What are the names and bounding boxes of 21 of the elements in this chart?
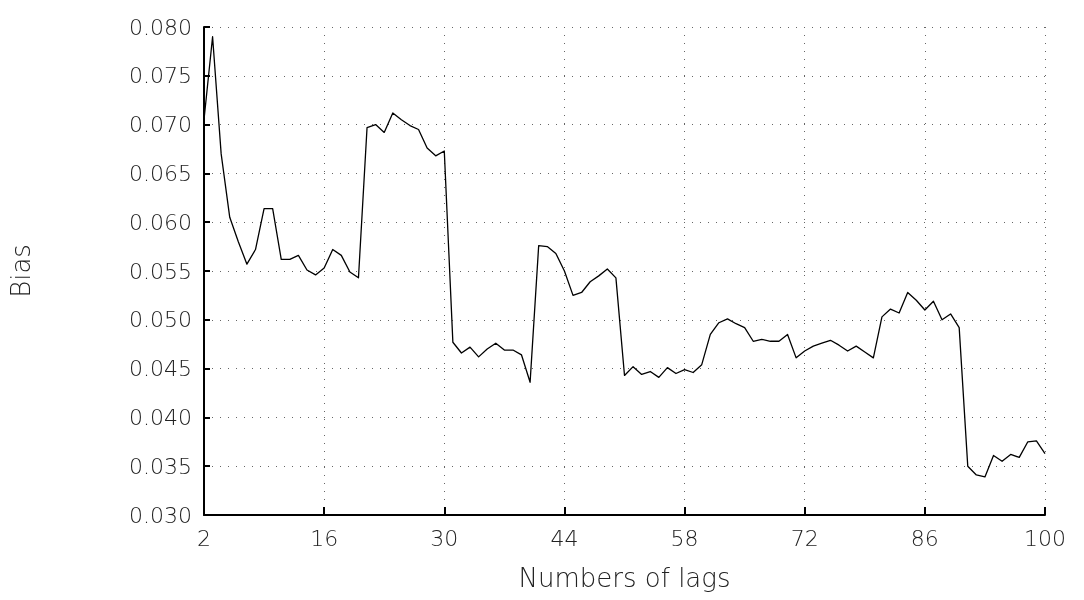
x-axis-title: Numbers of lags bbox=[518, 563, 731, 593]
x-tick-label: 44 bbox=[550, 525, 579, 551]
x-tick-label: 100 bbox=[1024, 525, 1066, 551]
y-tick-label: 0.080 bbox=[129, 14, 192, 40]
x-tick-label: 72 bbox=[790, 525, 819, 551]
y-tick-label: 0.055 bbox=[129, 258, 192, 284]
y-tick-label: 0.045 bbox=[129, 356, 192, 382]
y-tick-label: 0.065 bbox=[129, 160, 192, 186]
y-tick-label: 0.060 bbox=[129, 209, 192, 235]
y-tick-label: 0.075 bbox=[129, 63, 192, 89]
x-tick-label: 30 bbox=[430, 525, 459, 551]
x-tick-label: 86 bbox=[910, 525, 939, 551]
y-tick-label: 0.070 bbox=[129, 112, 192, 138]
y-tick-label: 0.050 bbox=[129, 307, 192, 333]
x-tick-label: 58 bbox=[670, 525, 699, 551]
x-tick-label: 2 bbox=[197, 525, 211, 551]
y-tick-label: 0.030 bbox=[129, 502, 192, 528]
x-tick-label: 16 bbox=[310, 525, 339, 551]
y-axis-title: Bias bbox=[6, 244, 36, 298]
y-tick-label: 0.040 bbox=[129, 404, 192, 430]
y-tick-label: 0.035 bbox=[129, 453, 192, 479]
